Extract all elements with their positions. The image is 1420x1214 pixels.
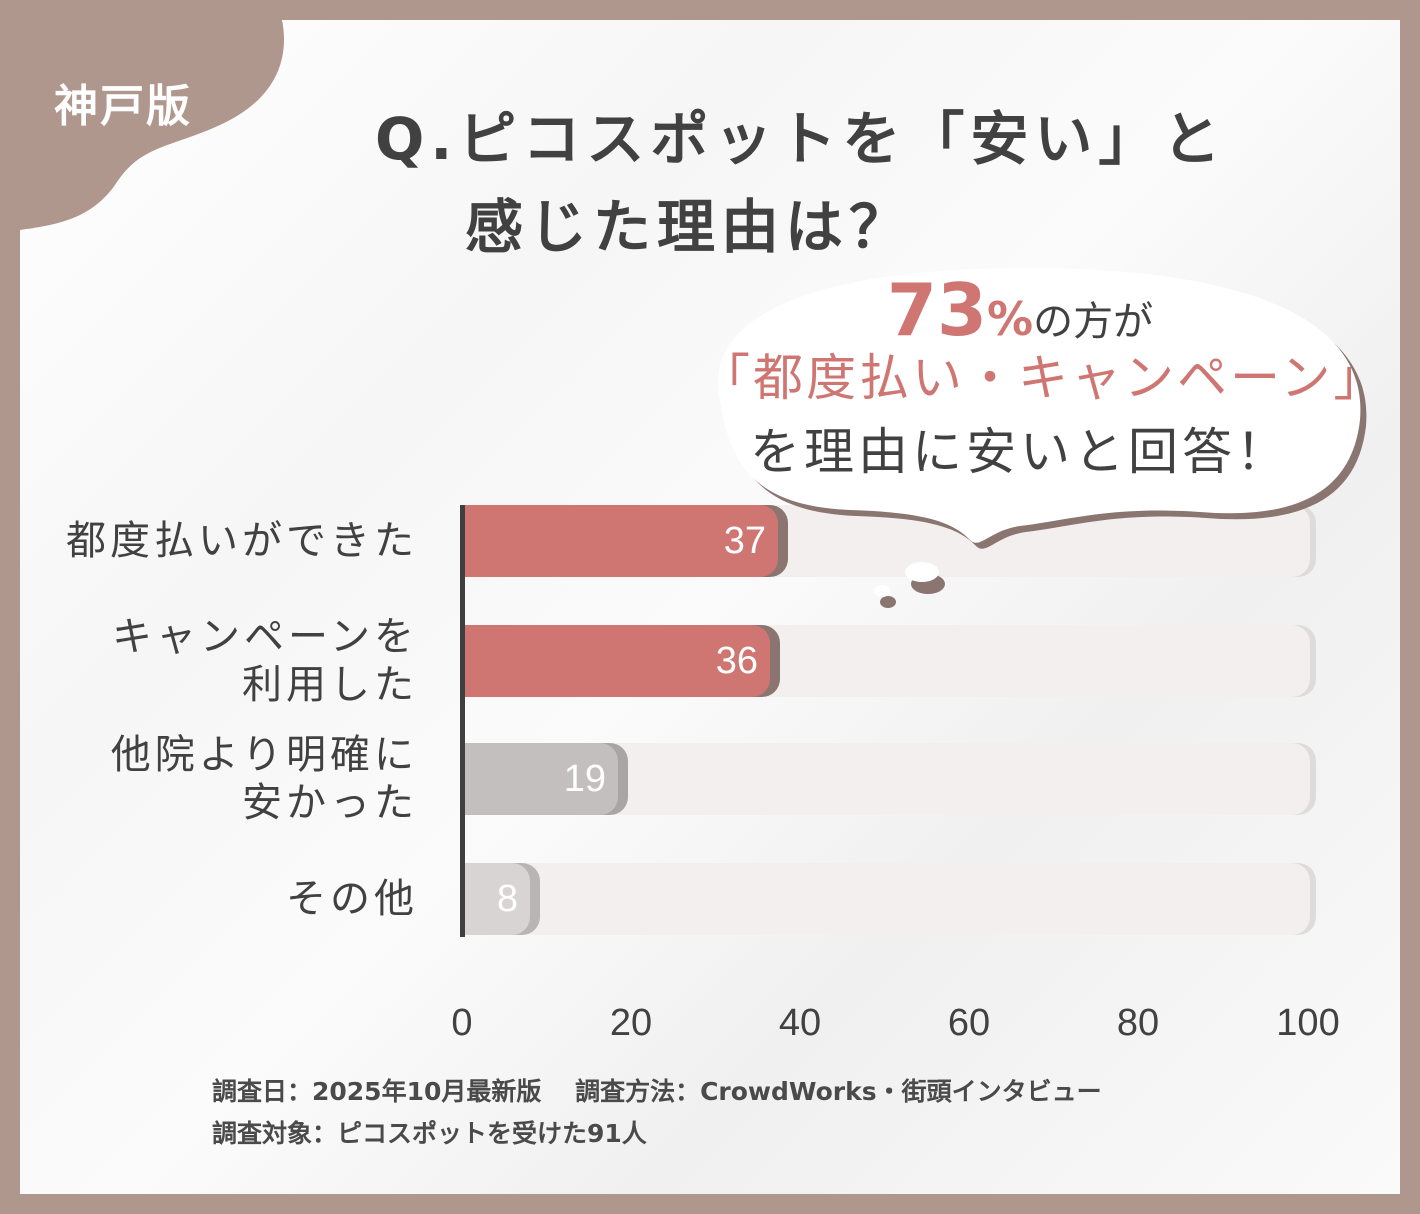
bar-campaign: 36 [465,625,770,697]
page-title-line2: 感じた理由は？ [465,193,914,261]
footnote-survey-date-method: 調査日：2025年10月最新版 調査方法：CrowdWorks・街頭インタビュー [212,1077,1102,1106]
x-tick: 80 [1116,1002,1160,1044]
bar-value: 36 [715,639,758,682]
category-label-4: その他 [286,876,418,922]
x-tick: 60 [947,1002,991,1044]
y-axis-line [460,505,465,937]
callout-percent-sign: % [987,292,1034,346]
footnote-survey-target: 調査対象：ピコスポットを受けた91人 [212,1119,647,1148]
bar-value: 8 [496,877,518,920]
callout-bubble [717,267,1367,608]
callout-line3: を理由に安いと回答！ [750,423,1290,481]
page-title-line1: Q.ピコスポットを「安い」と [375,105,1227,173]
category-label-1: 都度払いができた [66,518,418,564]
infographic-card: 神戸版 Q.ピコスポットを「安い」と 感じた理由は？ 37 36 19 8 都度… [20,20,1400,1194]
x-tick: 100 [1276,1002,1340,1044]
x-tick: 0 [451,1002,473,1044]
bar-other: 8 [465,863,530,935]
bar-value: 37 [723,519,766,562]
corner-decoration [20,20,285,230]
callout-line1: 73%の方が [720,268,1320,352]
bar-cheaper: 19 [465,743,618,815]
x-tick: 20 [609,1002,653,1044]
bar-tsudobarai: 37 [465,505,778,577]
callout-line1-suffix: の方が [1033,299,1154,345]
callout-percent-number: 73 [886,268,988,352]
category-label-3: 他院より明確に 安かった [110,732,418,826]
callout-line2: 「都度払い・キャンペーン」 [700,349,1387,407]
x-tick: 40 [778,1002,822,1044]
bar-track-4 [465,863,1310,935]
category-label-2: キャンペーンを 利用した [112,614,418,708]
edition-badge: 神戸版 [54,81,192,132]
bar-value: 19 [563,757,606,800]
